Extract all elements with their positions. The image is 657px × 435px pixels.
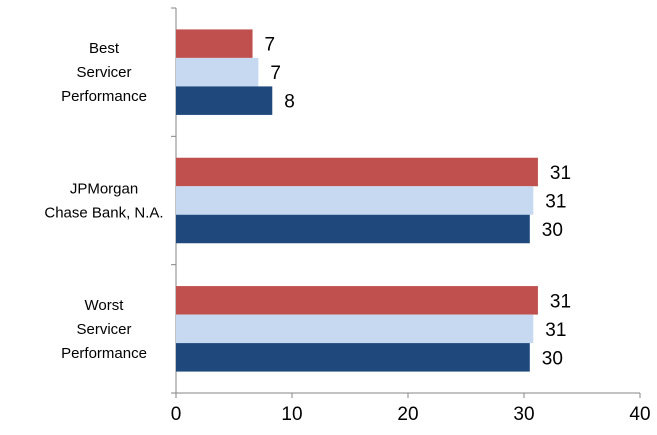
data-label: 7 xyxy=(265,35,276,56)
data-label: 31 xyxy=(550,163,571,184)
bar xyxy=(176,29,253,58)
category-label-line: Worst xyxy=(85,297,125,314)
bar xyxy=(176,343,530,372)
x-tick-marks xyxy=(175,393,641,398)
data-label: 31 xyxy=(545,192,566,213)
x-tick-labels: 0 10 20 30 40 xyxy=(171,404,651,425)
bar xyxy=(176,214,530,244)
category-label-line: Chase Bank, N.A. xyxy=(44,205,163,222)
data-label: 8 xyxy=(284,92,295,113)
data-label: 31 xyxy=(545,320,566,341)
category-label: JPMorgan Chase Bank, N.A. xyxy=(44,181,163,222)
x-tick-label: 30 xyxy=(513,404,534,425)
data-label: 30 xyxy=(542,220,563,241)
bar xyxy=(176,57,259,87)
x-tick-label: 40 xyxy=(629,404,650,425)
y-tick-marks xyxy=(171,7,176,394)
x-tick-label: 20 xyxy=(397,404,418,425)
data-label: 30 xyxy=(542,348,563,369)
category-label-line: Performance xyxy=(61,345,147,362)
x-tick-label: 10 xyxy=(281,404,302,425)
data-label: 7 xyxy=(270,63,281,84)
bar xyxy=(176,157,538,187)
category-label-line: Servicer xyxy=(76,64,131,81)
category-label-line: Servicer xyxy=(76,321,131,338)
category-label-line: Best xyxy=(89,40,120,57)
bars xyxy=(176,29,538,372)
bar xyxy=(176,86,273,115)
bar xyxy=(176,314,534,344)
x-tick-label: 0 xyxy=(171,404,182,425)
category-labels: Best Servicer Performance JPMorgan Chase Ban… xyxy=(44,40,163,362)
bar xyxy=(176,186,534,215)
category-label: Best Servicer Performance xyxy=(61,40,147,105)
bar xyxy=(176,286,538,315)
data-label: 31 xyxy=(550,291,571,312)
category-label: Worst Servicer Performance xyxy=(61,297,147,362)
category-label-line: Performance xyxy=(61,88,147,105)
category-label-line: JPMorgan xyxy=(70,181,138,198)
